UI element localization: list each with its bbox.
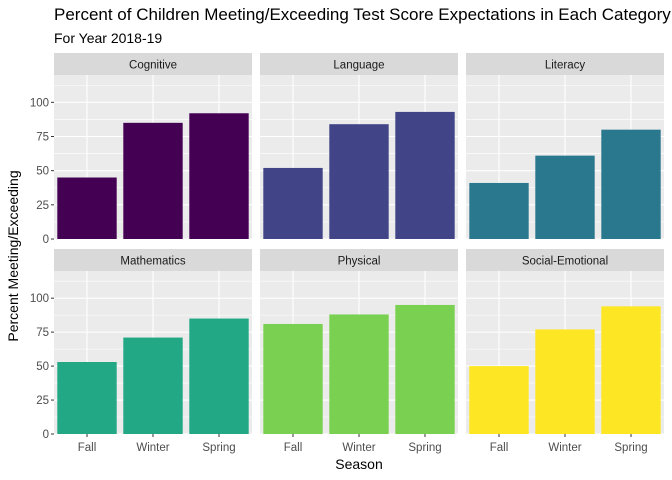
- y-tick-label: 50: [36, 361, 49, 373]
- bar: [189, 318, 249, 434]
- y-tick-label: 0: [43, 234, 49, 246]
- bar: [601, 306, 661, 434]
- facet-strip: [260, 249, 458, 271]
- y-tick-label: 25: [36, 395, 49, 407]
- bar: [395, 304, 455, 434]
- bar: [395, 111, 455, 239]
- facet-panels: Cognitive 0 25 50 75 100 Language Literacy Mathe…: [30, 53, 664, 454]
- facet-strip: [54, 249, 252, 271]
- bar: [123, 337, 183, 434]
- facet-panel: Literacy: [466, 53, 664, 240]
- facet-label: Social-Emotional: [522, 256, 608, 268]
- bar: [535, 329, 595, 434]
- bar: [123, 122, 183, 239]
- facet-strip: [54, 53, 252, 75]
- facet-panel: Physical Fall Winter Spring: [260, 249, 458, 454]
- facet-label: Mathematics: [120, 256, 185, 268]
- y-tick-label: 100: [30, 293, 49, 305]
- y-tick-label: 50: [36, 166, 49, 178]
- bar: [601, 129, 661, 239]
- y-tick-label: 100: [30, 97, 49, 109]
- x-tick-label: Fall: [284, 442, 303, 454]
- x-tick-label: Spring: [614, 442, 647, 454]
- y-tick-label: 75: [36, 327, 49, 339]
- chart-subtitle: For Year 2018-19: [54, 30, 162, 46]
- facet-label: Literacy: [545, 60, 586, 72]
- x-tick-label: Fall: [78, 442, 97, 454]
- bar: [189, 113, 249, 239]
- bar: [469, 182, 529, 239]
- bar: [263, 323, 323, 434]
- y-tick-label: 0: [43, 429, 49, 441]
- bar: [469, 366, 529, 434]
- bar: [57, 362, 117, 434]
- facet-panel: Cognitive 0 25 50 75 100: [30, 53, 252, 246]
- facet-strip: [466, 249, 664, 271]
- facet-label: Cognitive: [129, 60, 177, 72]
- chart-title: Percent of Children Meeting/Exceeding Te…: [54, 5, 671, 24]
- facet-label: Language: [333, 60, 384, 72]
- facet-panel: Language: [260, 53, 458, 240]
- x-tick-label: Winter: [342, 442, 375, 454]
- x-tick-label: Fall: [490, 442, 509, 454]
- x-tick-label: Spring: [202, 442, 235, 454]
- facet-strip: [260, 53, 458, 75]
- x-tick-label: Winter: [136, 442, 169, 454]
- facet-label: Physical: [338, 256, 381, 268]
- x-tick-label: Winter: [548, 442, 581, 454]
- facet-strip: [466, 53, 664, 75]
- y-tick-label: 25: [36, 200, 49, 212]
- facet-panel: Social-Emotional Fall Winter Spring: [466, 249, 664, 454]
- y-axis-title: Percent Meeting/Exceeding: [5, 170, 21, 341]
- bar: [329, 314, 389, 434]
- bar: [263, 167, 323, 239]
- y-tick-label: 75: [36, 132, 49, 144]
- x-tick-label: Spring: [408, 442, 441, 454]
- bar: [57, 177, 117, 239]
- bar: [535, 155, 595, 239]
- bar: [329, 124, 389, 239]
- x-axis-title: Season: [335, 456, 382, 472]
- facet-panel: Mathematics 0 25 50 75 100 Fall Winter Spring: [30, 249, 252, 454]
